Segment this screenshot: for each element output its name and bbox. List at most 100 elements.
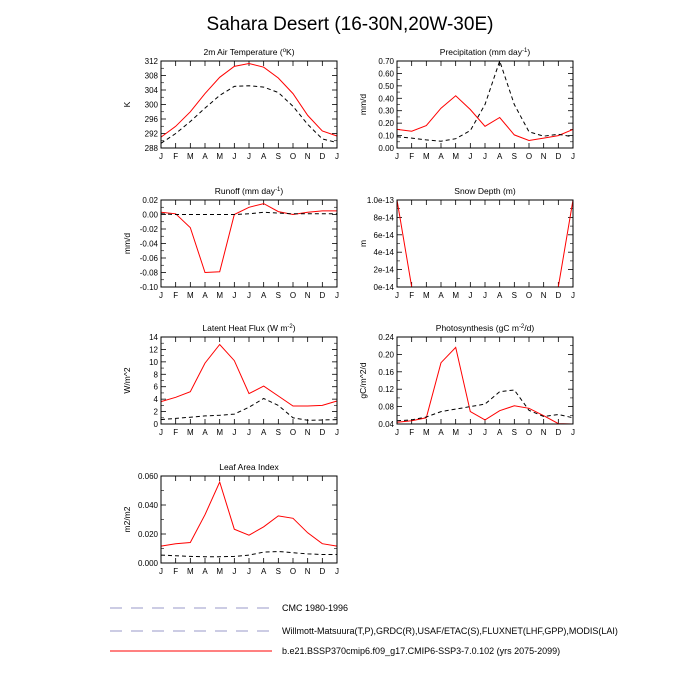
y-tick-label: 0.24 [378,333,394,342]
panel-runoff: Runoff (mm day-1) mm/d -0.10 -0.08 -0.06 -0.0… [122,186,339,300]
model-series-line [396,346,574,425]
x-tick-label: J [232,428,236,437]
x-tick-label: S [512,291,517,300]
x-tick-label: D [555,152,561,161]
x-tick-label: F [173,428,178,437]
x-tick-label: D [555,428,561,437]
x-tick-label: F [409,428,414,437]
y-tick-label: 8 [154,370,159,379]
model-series-line [160,343,338,407]
title-text: Runoff (mm day [215,186,276,196]
x-tick-label: D [319,567,325,576]
x-tick-label: J [247,567,251,576]
obs-series-line [160,211,337,215]
obs-series-line [396,389,574,422]
x-tick-label: J [335,428,339,437]
panel-title: Precipitation (mm day-1) [440,47,531,57]
x-tick-label: M [216,567,223,576]
y-tick-label: 10 [149,358,158,367]
obs-series-line [396,59,574,142]
y-tick-label: 0.04 [378,420,394,429]
x-tick-label: J [468,152,472,161]
y-axis-label: gC/m^2/d [358,362,368,398]
model-series-line [160,203,337,274]
x-tick-label: N [541,428,547,437]
title-text: Snow Depth (m) [454,186,516,196]
y-tick-label: 12 [149,345,158,354]
title-text: Latent Heat Flux (W m [202,323,287,333]
y-tick-label: 0.20 [378,350,394,359]
legend-label: CMC 1980-1996 [282,603,348,613]
y-axis-label: mm/d [358,94,368,116]
x-tick-label: S [276,567,281,576]
x-tick-label: A [261,291,267,300]
plot-frame [396,336,574,425]
y-tick-label: 300 [145,101,159,110]
y-tick-label: 288 [145,144,159,153]
x-tick-label: J [335,152,339,161]
x-tick-label: J [395,291,399,300]
title-superscript: o [283,48,287,54]
y-tick-label: 0.12 [378,385,394,394]
title-superscript: -2 [287,324,293,330]
obs-series-line [160,85,338,144]
y-tick-label: 0.20 [378,119,394,128]
x-tick-label: S [512,152,517,161]
x-tick-label: J [468,291,472,300]
y-tick-label: 0.00 [142,211,158,220]
x-tick-label: A [438,152,444,161]
y-tick-label: 0.60 [378,69,394,78]
x-tick-label: M [187,152,194,161]
model-series-line [396,199,574,288]
y-tick-label: 308 [145,72,159,81]
y-tick-label: -0.08 [140,269,159,278]
x-tick-label: O [290,428,296,437]
x-tick-label: N [305,152,311,161]
x-tick-label: A [202,567,208,576]
x-tick-label: J [159,152,163,161]
x-tick-label: J [483,291,487,300]
plot-frame [160,336,338,425]
x-tick-label: M [187,291,194,300]
x-tick-label: J [232,152,236,161]
panel-title: Latent Heat Flux (W m-2) [202,323,295,333]
y-tick-label: 0.40 [378,94,394,103]
legend: CMC 1980-1996 Willmott-Matsuura(T,P),GRDC… [110,603,618,656]
panel-precip: Precipitation (mm day-1) mm/d 0.00 0.10 0.20… [358,47,575,161]
x-tick-label: J [159,567,163,576]
y-tick-label: 0.16 [378,368,394,377]
x-tick-label: N [541,291,547,300]
x-tick-label: O [290,567,296,576]
y-tick-label: 4 [154,395,159,404]
x-tick-label: D [319,152,325,161]
x-tick-label: O [526,152,532,161]
y-tick-label: 4e-14 [374,248,395,257]
panel-title: Snow Depth (m) [454,186,516,196]
y-tick-label: 2 [154,408,159,417]
x-tick-label: J [159,291,163,300]
y-axis-label: m2/m2 [122,506,132,532]
x-tick-label: M [187,567,194,576]
y-tick-label: 0e-14 [374,283,395,292]
x-tick-label: A [261,152,267,161]
y-axis-label: mm/d [122,233,132,255]
y-tick-label: 6e-14 [374,231,395,240]
panel-lhf: Latent Heat Flux (W m-2) W/m^2 0 2 4 6 8 10 12 14… [122,323,339,437]
x-tick-label: J [468,428,472,437]
y-tick-label: 0.50 [378,82,394,91]
figure-title: Sahara Desert (16-30N,20W-30E) [207,14,494,35]
y-tick-label: 6 [154,383,159,392]
y-axis-label: W/m^2 [122,367,132,393]
x-tick-label: M [423,152,430,161]
x-tick-label: A [497,152,503,161]
x-tick-label: M [452,291,459,300]
panel-title: Photosynthesis (gC m-2/d) [436,323,535,333]
title-text: Precipitation (mm day [440,47,523,57]
title-superscript: -2 [519,324,525,330]
x-tick-label: M [216,428,223,437]
y-tick-label: 0.040 [138,501,159,510]
x-tick-label: J [247,152,251,161]
x-tick-label: N [305,428,311,437]
y-tick-label: 0.30 [378,107,394,116]
panel-snow: Snow Depth (m) m 0e-14 2e-14 4e-14 6e-14 8e-14… [358,186,575,300]
